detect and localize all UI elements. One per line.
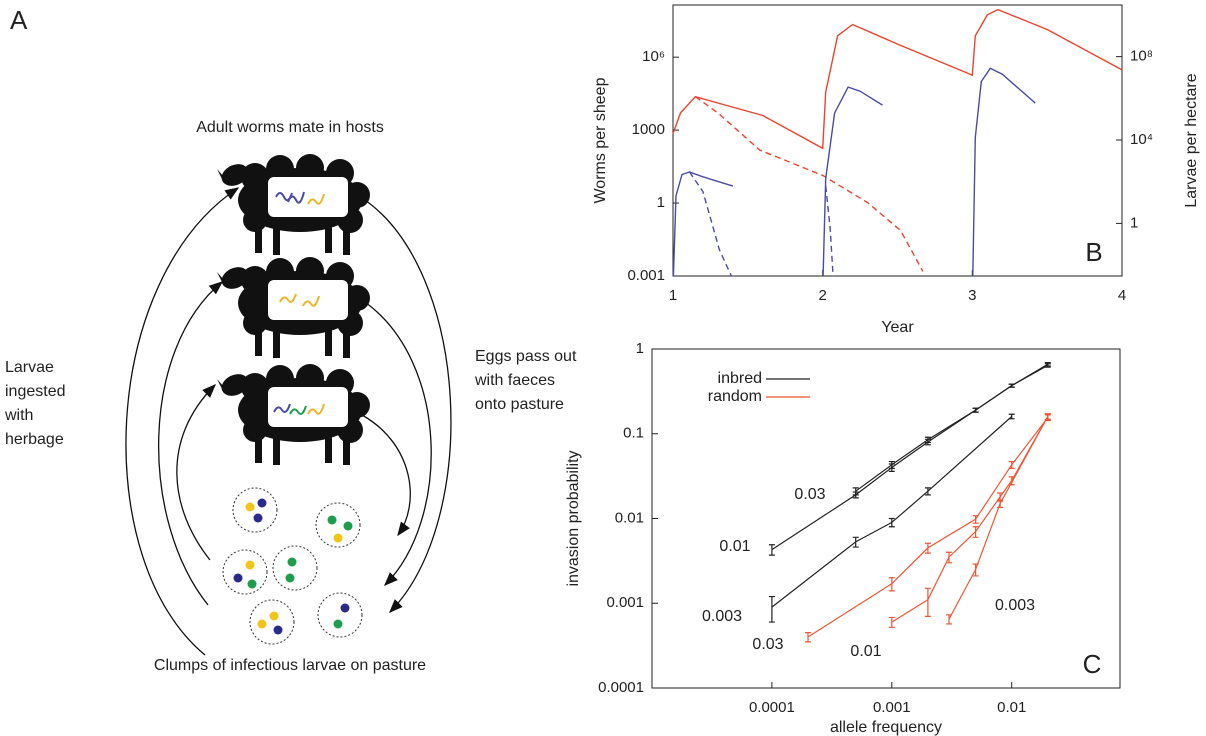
sheep [217, 154, 370, 255]
y2-tick-label: 1 [1130, 214, 1138, 231]
plot-frame [672, 4, 1123, 277]
x-tick-label: 3 [968, 287, 976, 304]
error-bar [1008, 413, 1015, 420]
series-annotation: 0.01 [719, 538, 750, 555]
panel-label: C [1083, 649, 1102, 679]
y-tick-label: 10⁶ [642, 48, 665, 65]
panel-label: A [10, 5, 28, 35]
y-tick-label: 0.0001 [598, 679, 644, 696]
x-axis-label: Year [881, 319, 914, 336]
error-bar [924, 487, 931, 496]
x-tick-label: 0.01 [997, 699, 1026, 716]
error-bar [805, 632, 811, 643]
y-tick-label: 0.001 [627, 267, 665, 284]
series-line [672, 8, 1123, 150]
error-bar [768, 595, 775, 623]
series-line [807, 417, 1049, 638]
y-tick-label: 0.001 [606, 594, 644, 611]
sheep [217, 364, 370, 465]
error-bar [997, 499, 1004, 509]
x-tick-label: 4 [1118, 287, 1126, 304]
series-line [948, 416, 1049, 620]
panel-label: B [1085, 237, 1102, 267]
x-tick-label: 1 [669, 287, 677, 304]
x-tick-label: 0.0001 [749, 699, 795, 716]
error-bar [972, 563, 979, 577]
error-bar [888, 616, 895, 628]
y-tick-label: 1 [636, 340, 644, 357]
legend-label: random [708, 388, 762, 405]
series-annotation: 0.01 [850, 643, 881, 660]
series-line [771, 364, 1049, 551]
series-line [694, 96, 924, 272]
x-tick-label: 0.001 [873, 699, 911, 716]
diagram-text: with faeces [474, 372, 555, 389]
series-line [688, 171, 834, 277]
x-axis-label: allele frequency [830, 719, 942, 736]
error-bar [1044, 363, 1051, 368]
diagram-text: Adult worms mate in hosts [196, 119, 384, 136]
y2-tick-label: 10⁸ [1130, 48, 1153, 65]
diagram-text: with [4, 407, 33, 424]
diagram-text: Eggs pass out [475, 348, 577, 365]
series-annotation: 0.003 [995, 597, 1035, 614]
error-bar [972, 515, 979, 524]
y-tick-label: 1000 [632, 121, 665, 138]
error-bar [888, 577, 895, 592]
error-bar [972, 526, 979, 538]
error-bar [1008, 383, 1015, 388]
error-bar [924, 587, 931, 617]
diagram-text: ingested [5, 383, 66, 400]
error-bar [1044, 413, 1051, 420]
y-tick-label: 0.1 [623, 425, 644, 442]
series-annotation: 0.003 [702, 608, 742, 625]
error-bar [852, 491, 859, 499]
series-line [672, 67, 1036, 277]
error-bar [972, 407, 979, 413]
error-bar [768, 544, 775, 556]
y-axis-label: Worms per sheep [592, 77, 609, 203]
y-axis-label: invasion probability [565, 450, 582, 586]
diagram-text: onto pasture [475, 396, 564, 413]
larvae-clumps [222, 487, 363, 645]
error-bar [852, 536, 859, 548]
error-bar [888, 463, 895, 472]
arrows [125, 187, 452, 656]
error-bar [924, 438, 931, 446]
y-tick-label: 1 [657, 194, 665, 211]
series-annotation: 0.03 [794, 486, 825, 503]
diagram-text: herbage [5, 431, 64, 448]
sheep [217, 257, 370, 358]
diagram-text: Clumps of infectious larvae on pasture [154, 657, 426, 674]
x-tick-label: 2 [818, 287, 826, 304]
error-bar [888, 517, 895, 528]
series-annotation: 0.03 [752, 636, 783, 653]
error-bar [924, 542, 931, 554]
sheep-group [217, 154, 370, 465]
diagram-text: Larvae [5, 359, 54, 376]
error-bar [946, 551, 953, 564]
legend-label: inbred [718, 370, 762, 387]
larvae-dots [233, 498, 353, 635]
y2-tick-label: 10⁴ [1130, 131, 1153, 148]
y-tick-label: 0.01 [615, 509, 644, 526]
error-bar [946, 614, 953, 625]
series-line [855, 363, 1049, 492]
y2-axis-label: Larvae per hectare [1183, 73, 1200, 207]
error-bar [1008, 460, 1015, 470]
